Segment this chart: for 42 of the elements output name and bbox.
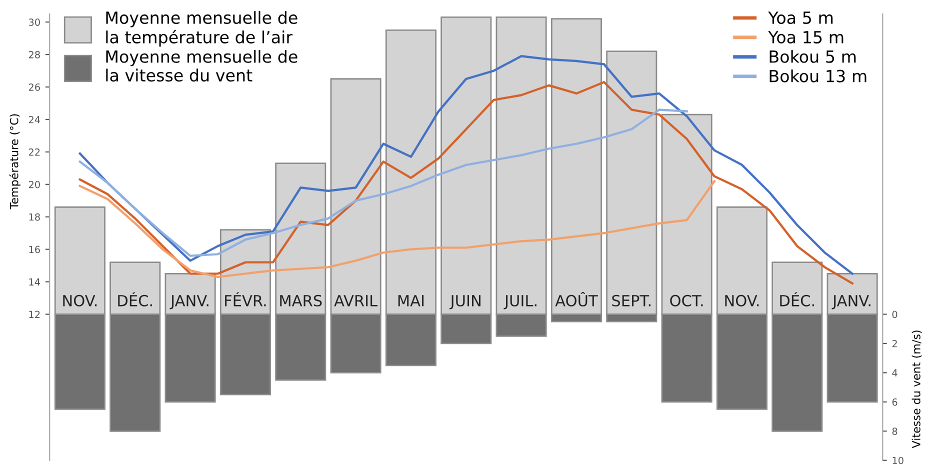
x-tick-label: NOV. [725, 294, 759, 306]
legend-label: Moyenne mensuelle de la température de l’air [106, 11, 298, 47]
y-tick-label: 22 [28, 148, 40, 156]
x-tick-label: NOV. [63, 294, 97, 306]
y-tick-label: 14 [29, 278, 40, 286]
x-tick-label: JANV. [832, 295, 870, 310]
legend-label: Yoa 5 m [768, 12, 833, 24]
y2-tick-label: 4 [892, 369, 898, 376]
line-series [78, 81, 854, 285]
y-tick-label: 26 [28, 83, 40, 91]
legend-label: Moyenne mensuelle de la vitesse du vent [106, 50, 298, 82]
x-tick-label: AVRIL [334, 295, 378, 306]
y2-tick-label: 8 [892, 428, 898, 435]
x-tick-label: OCT. [670, 294, 703, 306]
y2-tick-label: 2 [892, 340, 897, 348]
y-axis-title: Température (°C) [9, 114, 20, 210]
line-series [78, 180, 716, 278]
y-tick-label: 30 [28, 18, 40, 26]
y-tick-label: 16 [29, 246, 40, 254]
x-tick-label: JUIN [450, 295, 480, 310]
x-tick-label: MARS [280, 294, 322, 306]
x-tick-label: DÉC. [118, 292, 152, 306]
x-tick-label: JANV. [170, 295, 208, 310]
x-tick-label: MAI [398, 295, 424, 306]
legend-label: Bokou 5 m [770, 50, 856, 63]
x-tick-label: DÉC. [780, 292, 814, 306]
y2-tick-label: 10 [892, 456, 904, 464]
y-tick-label: 18 [29, 213, 40, 221]
y-tick-label: 24 [28, 116, 40, 124]
x-tick-label: AOÛT [555, 292, 598, 306]
x-tick-label: SEPT. [612, 294, 650, 306]
y2-axis-title: Vitesse du vent (m/s) [912, 330, 922, 448]
y2-tick-label: 0 [892, 310, 898, 318]
y-tick-label: 20 [28, 180, 40, 188]
x-tick-label: FÉVR. [225, 292, 266, 306]
x-tick-label: JUIL. [504, 295, 536, 310]
legend-label: Yoa 15 m [768, 31, 844, 44]
y-tick-label: 12 [29, 310, 40, 318]
y2-tick-label: 6 [892, 398, 898, 406]
y-tick-label: 28 [28, 51, 40, 58]
legend-label: Bokou 13 m [770, 69, 866, 82]
line-series [78, 108, 688, 257]
